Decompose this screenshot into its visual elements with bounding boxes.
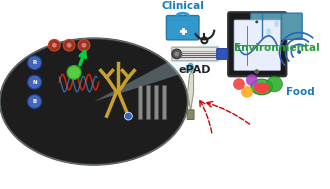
Circle shape	[28, 56, 42, 70]
Circle shape	[233, 78, 245, 90]
Circle shape	[246, 74, 258, 86]
FancyBboxPatch shape	[166, 15, 199, 40]
Circle shape	[63, 39, 75, 51]
Ellipse shape	[188, 63, 194, 72]
Circle shape	[67, 43, 72, 48]
FancyBboxPatch shape	[187, 110, 194, 119]
Ellipse shape	[251, 79, 273, 95]
Ellipse shape	[0, 38, 188, 165]
Bar	[162, 85, 166, 119]
Circle shape	[78, 39, 90, 51]
Circle shape	[82, 43, 86, 48]
Text: N: N	[32, 80, 37, 85]
Circle shape	[255, 70, 259, 73]
Text: Environmental: Environmental	[234, 43, 319, 53]
Text: ePAD: ePAD	[178, 65, 211, 75]
Polygon shape	[94, 38, 232, 101]
Circle shape	[297, 50, 301, 54]
FancyBboxPatch shape	[251, 13, 302, 39]
FancyBboxPatch shape	[217, 49, 228, 59]
Circle shape	[255, 20, 258, 23]
Bar	[138, 85, 142, 119]
FancyBboxPatch shape	[172, 47, 218, 61]
Text: Clinical: Clinical	[161, 1, 204, 11]
Circle shape	[52, 43, 57, 48]
FancyBboxPatch shape	[234, 20, 280, 70]
Bar	[154, 85, 158, 119]
Circle shape	[49, 39, 60, 51]
Text: B: B	[32, 99, 37, 104]
Circle shape	[174, 52, 179, 56]
Circle shape	[172, 49, 182, 59]
Circle shape	[28, 75, 42, 89]
Circle shape	[124, 112, 132, 120]
Polygon shape	[188, 72, 194, 111]
Ellipse shape	[254, 83, 270, 93]
Circle shape	[28, 95, 42, 108]
Ellipse shape	[266, 28, 271, 35]
Circle shape	[267, 76, 282, 92]
Text: Food: Food	[286, 87, 315, 97]
Ellipse shape	[274, 20, 279, 27]
Text: R: R	[32, 60, 37, 65]
Circle shape	[67, 66, 81, 79]
Circle shape	[241, 86, 253, 98]
Bar	[146, 85, 150, 119]
FancyBboxPatch shape	[228, 12, 286, 76]
